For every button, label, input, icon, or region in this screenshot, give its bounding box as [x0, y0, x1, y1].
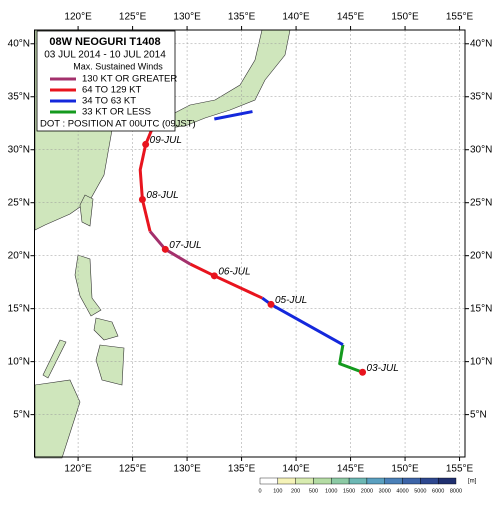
- lat-label: 20°N: [8, 250, 30, 261]
- scale-color: [384, 477, 403, 485]
- lat-label: 40°N: [8, 38, 30, 49]
- position-dot: [210, 272, 218, 280]
- legend-label: 33 KT OR LESS: [82, 107, 151, 118]
- lon-label: 120°E: [64, 12, 92, 23]
- lon-label: 140°E: [282, 464, 310, 475]
- position-label: 05-JUL: [275, 295, 307, 306]
- scale-label: 1500: [343, 488, 355, 494]
- lat-label: 25°N: [470, 197, 492, 208]
- lon-label: 135°E: [228, 12, 256, 23]
- lat-label: 25°N: [8, 197, 30, 208]
- lat-label: 15°N: [470, 303, 492, 314]
- lat-label: 40°N: [470, 38, 492, 49]
- legend: 08W NEOGURI T1408 03 JUL 2014 - 10 JUL 2…: [36, 30, 196, 132]
- track-segment: [138, 127, 154, 232]
- lat-label: 30°N: [470, 144, 492, 155]
- lat-label: 35°N: [8, 91, 30, 102]
- scale-label: 5000: [414, 488, 426, 494]
- scale-color: [366, 477, 385, 485]
- luzon: [74, 254, 102, 317]
- legend-label: 64 TO 129 KT: [82, 85, 142, 96]
- lon-label: 145°E: [337, 464, 365, 475]
- lon-label: 155°E: [446, 12, 474, 23]
- lat-label: 10°N: [470, 356, 492, 367]
- lat-label: 35°N: [470, 91, 492, 102]
- lon-label: 125°E: [119, 12, 147, 23]
- legend-box: [36, 30, 176, 132]
- scale-label: 200: [291, 488, 300, 494]
- elevation-scale: 0 100 200 500 1000 1500 2000 3000 4000 5000 6000 80…: [258, 477, 477, 494]
- scale-label: 4000: [396, 488, 408, 494]
- scale-label: 500: [309, 488, 318, 494]
- lon-label: 120°E: [64, 464, 92, 475]
- position-label: 08-JUL: [146, 190, 178, 201]
- position-dot: [359, 368, 367, 376]
- scale-color: [348, 477, 368, 485]
- lat-label: 5°N: [470, 409, 487, 420]
- scale-label: 1000: [325, 488, 337, 494]
- scale-color: [277, 477, 296, 485]
- mindanao: [95, 344, 125, 386]
- position-dot: [161, 245, 169, 253]
- lon-label: 125°E: [119, 464, 147, 475]
- track-segment: [338, 344, 364, 374]
- grid: 120°E 120°E 125°E 125°E 130°E 130°E 135°E 135°E…: [8, 12, 493, 475]
- legend-title: Max. Sustained Winds: [73, 61, 163, 71]
- scale-label: 8000: [450, 488, 462, 494]
- title: 08W NEOGURI T1408: [49, 36, 160, 48]
- position-label: 07-JUL: [169, 240, 201, 251]
- position-label: 09-JUL: [150, 135, 182, 146]
- lon-label: 130°E: [173, 464, 201, 475]
- lon-label: 130°E: [173, 12, 201, 23]
- lon-label: 150°E: [391, 12, 419, 23]
- japan: [164, 29, 291, 129]
- position-dot: [142, 140, 150, 148]
- scale-label: 3000: [379, 488, 391, 494]
- lat-label: 30°N: [8, 144, 30, 155]
- lon-label: 135°E: [228, 464, 256, 475]
- lon-label: 140°E: [282, 12, 310, 23]
- scale-label: 0: [258, 488, 261, 494]
- position-label: 06-JUL: [218, 266, 250, 277]
- scale-color: [402, 477, 421, 485]
- visayas: [93, 317, 119, 341]
- track-segment: [214, 110, 253, 121]
- scale-color: [420, 477, 439, 485]
- lat-label: 10°N: [8, 356, 30, 367]
- lon-label: 155°E: [446, 464, 474, 475]
- scale-color: [437, 477, 457, 485]
- scale-label: 100: [273, 488, 282, 494]
- period: 03 JUL 2014 - 10 JUL 2014: [44, 50, 166, 61]
- lon-label: 145°E: [337, 12, 365, 23]
- scale-label: 6000: [432, 488, 444, 494]
- scale-color: [259, 477, 279, 485]
- lat-label: 15°N: [8, 303, 30, 314]
- position-dot: [138, 196, 146, 204]
- scale-color: [313, 477, 332, 485]
- lon-label: 150°E: [391, 464, 419, 475]
- scale-color: [331, 477, 350, 485]
- position-label: 03-JUL: [367, 363, 399, 374]
- scale-label: 2000: [361, 488, 373, 494]
- legend-label: 34 TO 63 KT: [82, 96, 136, 107]
- lat-label: 5°N: [13, 409, 30, 420]
- position-dot: [267, 300, 275, 308]
- scale-color: [295, 477, 314, 485]
- palawan: [42, 339, 67, 379]
- track: 03-JUL 05-JUL 06-JUL 07-JUL 08-JUL 09-JUL: [138, 110, 399, 376]
- scale-unit: [m]: [468, 479, 477, 485]
- dot-note: DOT : POSITION AT 00UTC (09JST): [40, 119, 196, 130]
- lat-label: 20°N: [470, 250, 492, 261]
- legend-label: 130 KT OR GREATER: [82, 74, 177, 85]
- map-frame: [34, 29, 466, 458]
